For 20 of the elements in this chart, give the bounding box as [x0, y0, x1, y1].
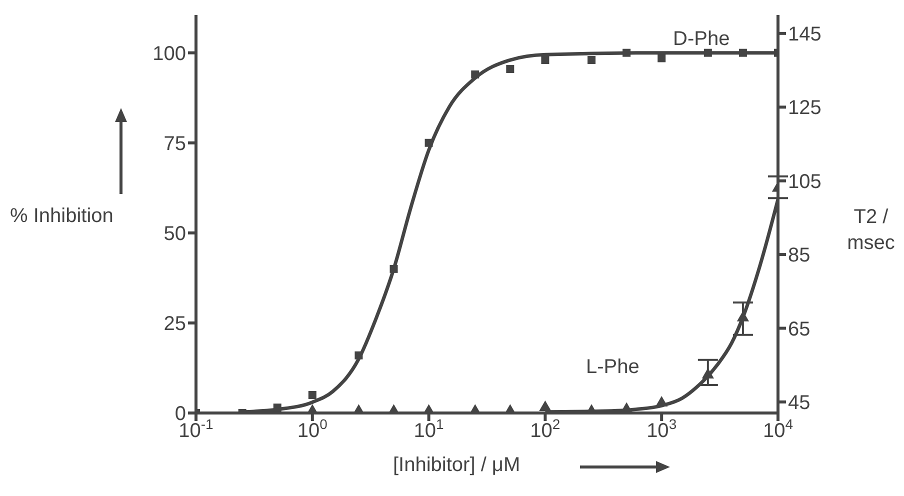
y-tick-label: 50	[164, 223, 186, 246]
y2-tick-label: 145	[788, 24, 822, 46]
x-axis-title: [Inhibitor] / μM	[393, 454, 520, 477]
annotation: L-Phe	[586, 356, 640, 379]
x-tick-label: 10$^{4}$	[762, 416, 794, 442]
y-axis-title: % Inhibition	[10, 205, 114, 228]
y2-tick-label: 65	[788, 318, 810, 340]
annotation: D-Phe	[673, 28, 730, 51]
y-tick-label: 75	[164, 132, 186, 155]
x-tick-label: 10$^{3}$	[646, 416, 677, 442]
y2-tick-label: 125	[788, 97, 822, 120]
x-tick-label: 10$^{1}$	[414, 416, 444, 442]
y2-tick-label: 45	[788, 392, 810, 414]
y-tick-label: 25	[164, 313, 186, 336]
y2-axis-title: T2 / msec	[846, 205, 896, 256]
y2-tick-label: 85	[788, 244, 810, 267]
x-tick-label: 10$^{0}$	[297, 416, 328, 442]
y2-tick-label: 105	[788, 170, 822, 193]
x-tick-label: 10$^{2}$	[530, 416, 560, 442]
y-tick-label: 100	[152, 42, 186, 65]
